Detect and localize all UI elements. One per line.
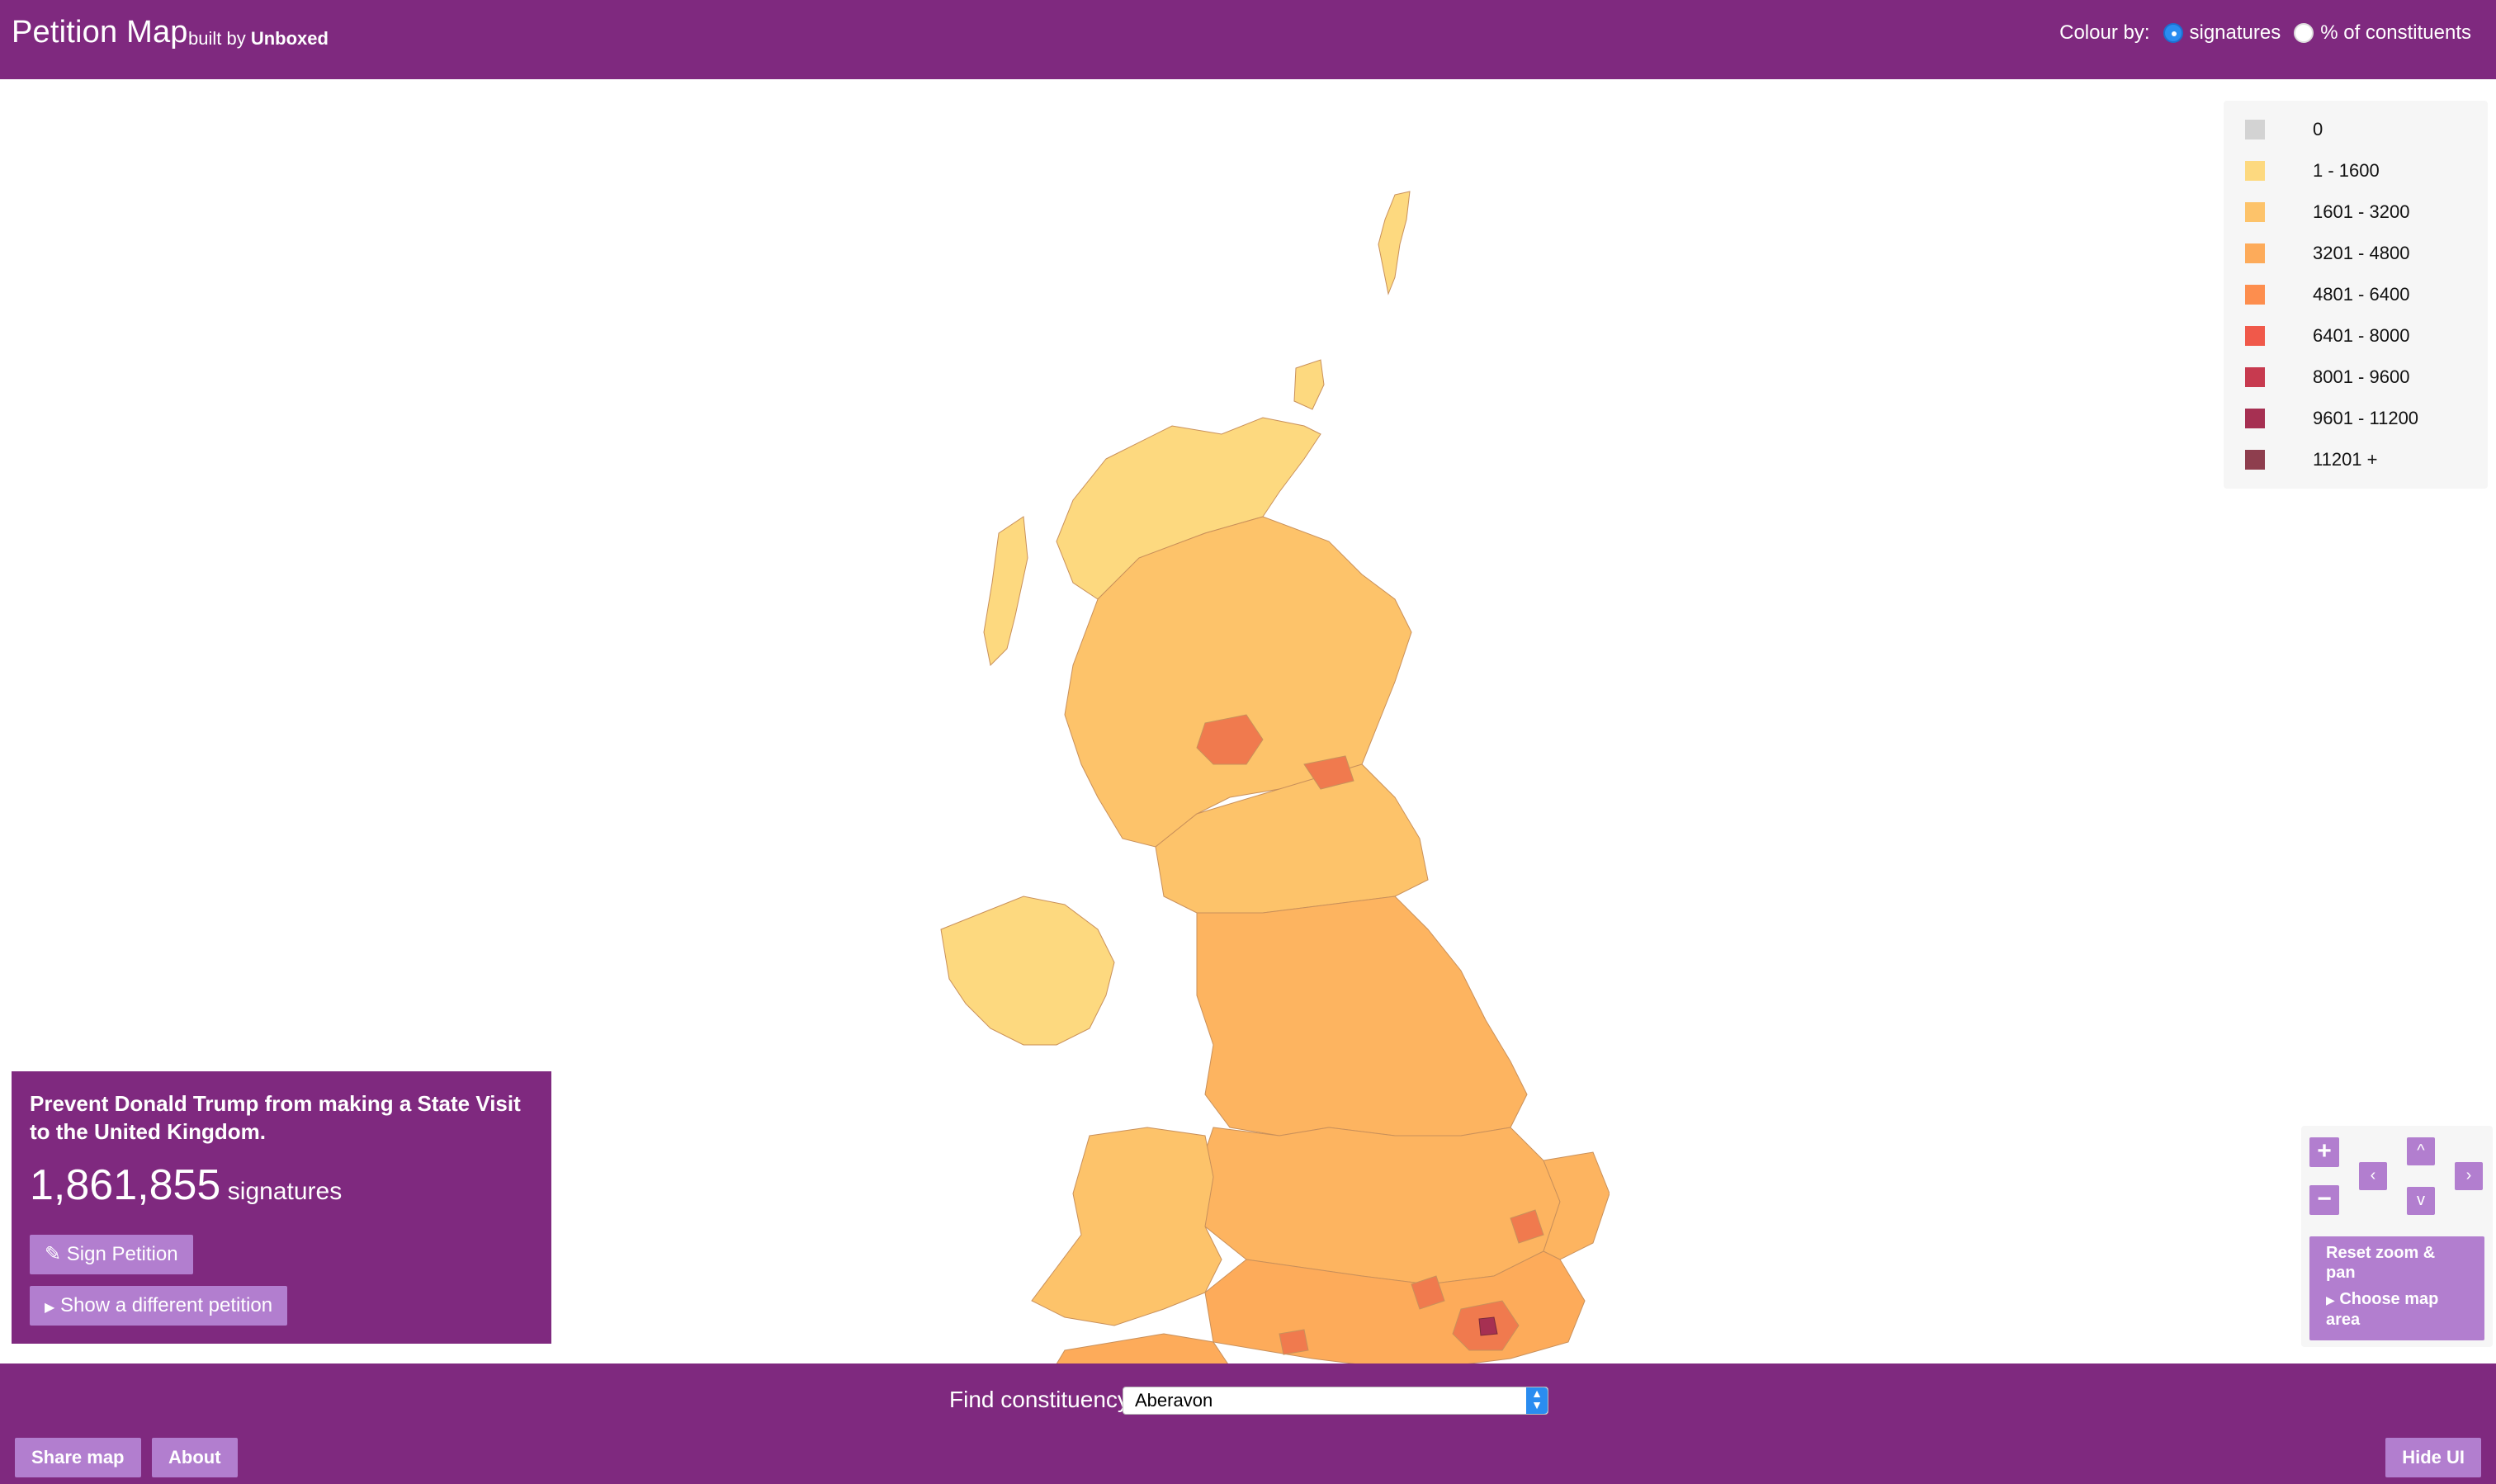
built-by-link[interactable]: Unboxed [250, 28, 329, 49]
colour-option-signatures[interactable]: signatures [2163, 21, 2281, 45]
hide-ui-button[interactable]: Hide UI [2385, 1438, 2481, 1477]
chevron-up-down-icon: ▲ ▼ [1526, 1387, 1548, 1414]
built-by-credit: built by Unboxed [188, 28, 329, 50]
legend-swatch [2245, 409, 2265, 428]
pan-up-button[interactable]: ^ [2407, 1137, 2435, 1165]
map-region-shetland[interactable] [1378, 191, 1411, 295]
colour-option-percent-label: % of constituents [2320, 21, 2471, 44]
map-canvas[interactable] [0, 79, 2496, 1425]
show-different-petition-button[interactable]: ▶ Show a different petition [30, 1286, 288, 1326]
legend-label: 4801 - 6400 [2313, 284, 2410, 305]
bottom-bar: Find constituency Aberavon ▲ ▼ Share map … [0, 1363, 2496, 1484]
legend-item: 1601 - 3200 [2245, 191, 2409, 233]
legend-label: 0 [2313, 119, 2323, 139]
legend-swatch [2245, 367, 2265, 387]
legend-label: 1 - 1600 [2313, 160, 2380, 181]
pencil-icon: ✎ [45, 1243, 62, 1265]
sign-petition-button[interactable]: ✎ Sign Petition [30, 1235, 193, 1274]
constituency-select[interactable]: Aberavon ▲ ▼ [1123, 1387, 1548, 1415]
map-region-london-centre[interactable] [1478, 1316, 1498, 1336]
map-legend: 0 1 - 1600 1601 - 3200 3201 - 4800 4801 … [2224, 101, 2488, 489]
map-region-hebrides[interactable] [983, 516, 1028, 667]
legend-swatch [2245, 120, 2265, 139]
signature-count-label: signatures [227, 1178, 343, 1205]
pan-left-button[interactable]: ‹ [2359, 1162, 2387, 1190]
legend-item: 4801 - 6400 [2245, 274, 2409, 315]
top-bar: Petition Map built by Unboxed Colour by:… [0, 0, 2496, 79]
triangle-right-icon: ▶ [45, 1301, 55, 1315]
show-different-petition-label: Show a different petition [59, 1294, 273, 1316]
legend-label: 1601 - 3200 [2313, 201, 2410, 222]
constituency-select-value: Aberavon [1135, 1390, 1213, 1411]
map-controls: + − ^ ‹ › v Reset zoom & pan ▶ Choose ma… [2301, 1126, 2493, 1347]
colour-by-selector: Colour by: signatures % of constituents [2059, 21, 2471, 45]
choose-map-area-label: Choose map area [2326, 1290, 2439, 1329]
pan-down-button[interactable]: v [2407, 1187, 2435, 1215]
legend-item: 11201 + [2245, 439, 2378, 480]
map-region-oxford[interactable] [1411, 1275, 1445, 1310]
legend-item: 9601 - 11200 [2245, 398, 2418, 439]
sign-petition-label: Sign Petition [66, 1243, 178, 1265]
legend-label: 8001 - 9600 [2313, 366, 2410, 387]
uk-constituency-map[interactable] [933, 187, 1610, 1425]
legend-item: 8001 - 9600 [2245, 357, 2409, 398]
legend-label: 6401 - 8000 [2313, 325, 2410, 346]
legend-label: 9601 - 11200 [2313, 408, 2419, 428]
legend-item: 6401 - 8000 [2245, 315, 2409, 357]
map-region-bristol[interactable] [1279, 1329, 1309, 1355]
map-region-wales[interactable] [1031, 1127, 1222, 1326]
choose-map-area-button[interactable]: ▶ Choose map area [2309, 1281, 2484, 1340]
zoom-out-button[interactable]: − [2309, 1185, 2339, 1215]
petition-panel: Prevent Donald Trump from making a State… [12, 1071, 551, 1344]
map-region-glasgow[interactable] [1196, 714, 1264, 765]
radio-percent[interactable] [2294, 23, 2314, 43]
legend-swatch [2245, 243, 2265, 263]
map-region-east-anglia[interactable] [1543, 1151, 1610, 1260]
find-constituency-label: Find constituency [949, 1387, 1129, 1412]
about-button[interactable]: About [152, 1438, 238, 1477]
legend-item: 1 - 1600 [2245, 150, 2380, 191]
zoom-in-button[interactable]: + [2309, 1137, 2339, 1167]
colour-by-label: Colour by: [2059, 21, 2150, 44]
colour-option-percent[interactable]: % of constituents [2294, 21, 2471, 45]
legend-label: 3201 - 4800 [2313, 243, 2410, 263]
map-region-edinburgh[interactable] [1303, 755, 1354, 790]
map-region-orkney[interactable] [1293, 359, 1325, 410]
app-title: Petition Map [12, 15, 188, 50]
legend-swatch [2245, 285, 2265, 305]
radio-signatures[interactable] [2163, 23, 2183, 43]
legend-label: 11201 + [2313, 449, 2378, 470]
signature-count: 1,861,855 [30, 1161, 221, 1209]
signature-count-line: 1,861,855 signatures [30, 1160, 533, 1210]
legend-swatch [2245, 326, 2265, 346]
legend-swatch [2245, 450, 2265, 470]
map-region-northern-ireland[interactable] [940, 896, 1115, 1046]
triangle-right-icon: ▶ [2326, 1293, 2335, 1307]
reset-zoom-pan-button[interactable]: Reset zoom & pan [2309, 1236, 2484, 1289]
legend-item: 0 [2245, 109, 2323, 150]
map-region-england-north[interactable] [1196, 896, 1528, 1137]
share-map-button[interactable]: Share map [15, 1438, 141, 1477]
colour-option-signatures-label: signatures [2189, 21, 2281, 44]
legend-item: 3201 - 4800 [2245, 233, 2409, 274]
petition-title: Prevent Donald Trump from making a State… [30, 1091, 521, 1144]
built-by-prefix: built by [188, 28, 246, 49]
pan-right-button[interactable]: › [2455, 1162, 2483, 1190]
map-region-highlands[interactable] [1056, 417, 1321, 600]
legend-swatch [2245, 161, 2265, 181]
map-region-cambridge[interactable] [1510, 1209, 1544, 1244]
legend-swatch [2245, 202, 2265, 222]
